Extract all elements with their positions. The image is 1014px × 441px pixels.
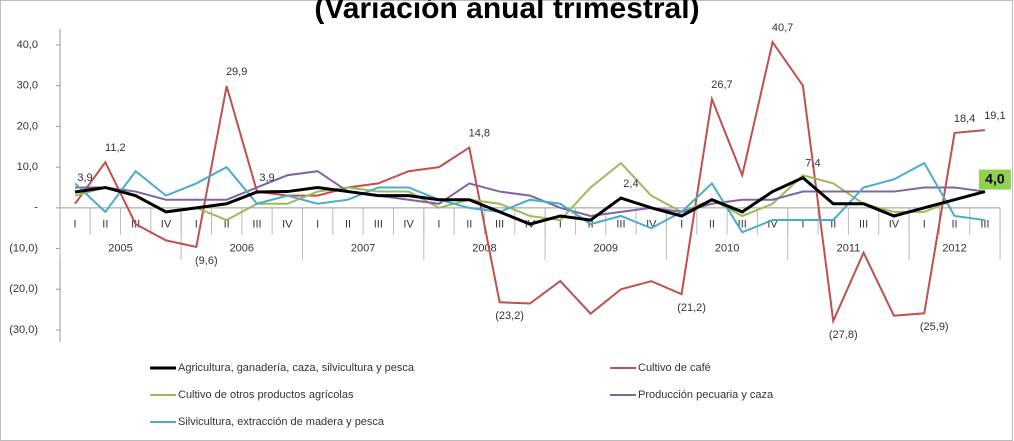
x-tick-label: II bbox=[102, 219, 108, 231]
year-label: 2005 bbox=[108, 243, 132, 255]
series-line bbox=[74, 175, 986, 226]
series-line bbox=[75, 170, 986, 218]
data-label: (27,8) bbox=[829, 329, 858, 341]
x-tick-label: III bbox=[252, 219, 261, 231]
year-label: 2007 bbox=[351, 243, 375, 255]
data-label: (9,6) bbox=[195, 255, 218, 267]
data-label: (21,2) bbox=[677, 302, 706, 314]
y-tick-label: 40,0 bbox=[17, 39, 38, 51]
x-tick-label: II bbox=[830, 219, 836, 231]
data-label: 18,4 bbox=[954, 113, 975, 125]
data-label: (23,2) bbox=[495, 310, 524, 322]
x-tick-label: IV bbox=[403, 219, 414, 231]
data-label: 40,7 bbox=[772, 22, 793, 34]
x-tick-label: III bbox=[374, 219, 383, 231]
data-label: 14,8 bbox=[469, 127, 490, 139]
x-tick-label: I bbox=[73, 219, 76, 231]
x-tick-label: III bbox=[495, 219, 504, 231]
x-tick-label: III bbox=[616, 219, 625, 231]
label-box bbox=[978, 169, 1011, 190]
x-tick-label: II bbox=[466, 219, 472, 231]
y-tick-label: (10,0) bbox=[9, 242, 38, 254]
x-tick-label: I bbox=[437, 219, 440, 231]
legend-label: Cultivo de café bbox=[638, 362, 711, 374]
x-tick-label: I bbox=[801, 219, 804, 231]
data-label: 7,4 bbox=[805, 158, 820, 170]
chart-title: (Variación anual trimestral) bbox=[314, 0, 699, 25]
x-tick-label: I bbox=[559, 219, 562, 231]
x-tick-label: II bbox=[709, 219, 715, 231]
x-tick-label: I bbox=[680, 219, 683, 231]
data-label: 19,1 bbox=[984, 110, 1005, 122]
y-tick-label: 20,0 bbox=[17, 120, 38, 132]
data-label: 3,9 bbox=[77, 172, 92, 184]
x-tick-label: II bbox=[224, 219, 230, 231]
data-label: 4,0 bbox=[985, 170, 1005, 186]
legend-label: Silvicultura, extracción de madera y pes… bbox=[178, 416, 385, 428]
series-line bbox=[74, 161, 986, 222]
data-label: 29,9 bbox=[226, 66, 247, 78]
series-line bbox=[74, 39, 985, 325]
data-label: 3,9 bbox=[259, 172, 274, 184]
legend-label: Cultivo de otros productos agrícolas bbox=[178, 389, 354, 401]
x-tick-label: IV bbox=[282, 219, 293, 231]
x-tick-label: IV bbox=[646, 219, 657, 231]
year-label: 2011 bbox=[837, 243, 861, 255]
data-label: 2,4 bbox=[623, 178, 638, 190]
y-tick-label: 30,0 bbox=[17, 80, 38, 92]
year-label: 2009 bbox=[594, 243, 618, 255]
x-tick-label: II bbox=[345, 219, 351, 231]
x-tick-label: III bbox=[859, 219, 868, 231]
data-label: (25,9) bbox=[920, 321, 949, 333]
y-tick-label: - bbox=[34, 202, 38, 214]
year-label: 2010 bbox=[715, 243, 739, 255]
x-tick-label: I bbox=[923, 219, 926, 231]
data-label: 26,7 bbox=[711, 79, 732, 91]
legend-label: Producción pecuaria y caza bbox=[638, 389, 774, 401]
x-tick-label: IV bbox=[767, 219, 778, 231]
x-tick-label: III bbox=[738, 219, 747, 231]
year-label: 2008 bbox=[472, 243, 496, 255]
x-tick-label: IV bbox=[161, 219, 172, 231]
y-tick-label: 10,0 bbox=[17, 161, 38, 173]
y-tick-label: (30,0) bbox=[9, 324, 38, 336]
legend-label: Agricultura, ganadería, caza, silvicultu… bbox=[178, 362, 415, 374]
year-label: 2006 bbox=[230, 243, 254, 255]
x-tick-label: II bbox=[952, 219, 958, 231]
x-tick-label: I bbox=[316, 219, 319, 231]
x-tick-label: I bbox=[195, 219, 198, 231]
data-label: 11,2 bbox=[105, 142, 126, 154]
series-line bbox=[74, 161, 986, 234]
year-label: 2012 bbox=[942, 243, 966, 255]
x-tick-label: III bbox=[980, 219, 989, 231]
x-tick-label: IV bbox=[889, 219, 900, 231]
y-tick-label: (20,0) bbox=[9, 283, 38, 295]
